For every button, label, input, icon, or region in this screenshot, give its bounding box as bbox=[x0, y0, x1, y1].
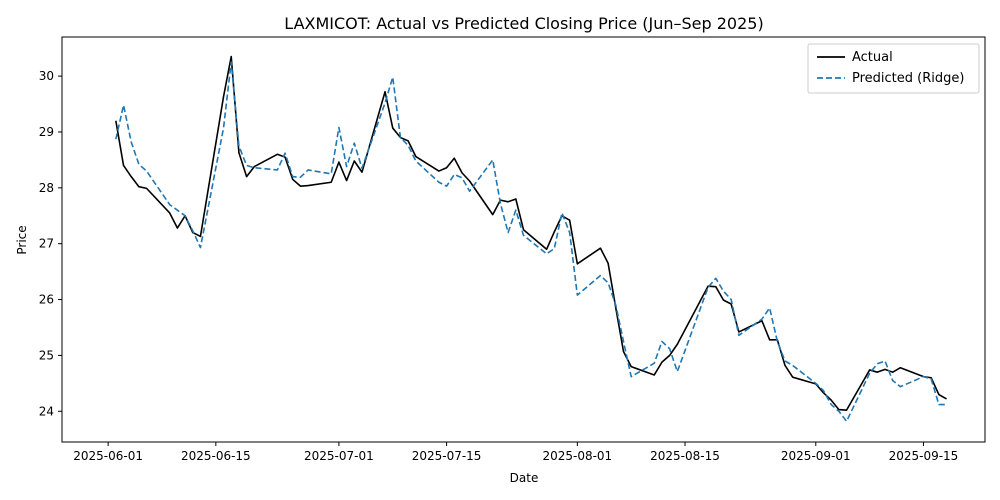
x-tick-label: 2025-06-15 bbox=[181, 449, 251, 463]
x-tick-label: 2025-09-15 bbox=[889, 449, 959, 463]
series-layer bbox=[115, 55, 947, 423]
x-tick-label: 2025-08-15 bbox=[650, 449, 720, 463]
y-tick-label: 26 bbox=[39, 293, 54, 307]
series-line-actual bbox=[115, 55, 947, 411]
chart-title: LAXMICOT: Actual vs Predicted Closing Pr… bbox=[284, 14, 763, 33]
x-axis: 2025-06-01 2025-06-15 2025-07-01 2025-07-15… bbox=[73, 442, 958, 463]
legend-label-actual: Actual bbox=[852, 50, 893, 65]
y-tick-label: 30 bbox=[39, 69, 54, 83]
y-tick-label: 24 bbox=[39, 404, 54, 418]
x-tick-label: 2025-08-01 bbox=[542, 449, 612, 463]
x-axis-label: Date bbox=[510, 471, 539, 485]
legend-box bbox=[807, 43, 980, 94]
y-tick-label: 25 bbox=[39, 348, 54, 362]
legend-label-predicted: Predicted (Ridge) bbox=[852, 71, 964, 86]
x-tick-label: 2025-06-01 bbox=[73, 449, 143, 463]
x-tick-label: 2025-07-01 bbox=[304, 449, 374, 463]
y-axis-label: Price bbox=[15, 225, 29, 254]
legend: Actual Predicted (Ridge) bbox=[807, 43, 980, 94]
x-tick-label: 2025-09-01 bbox=[781, 449, 851, 463]
x-tick-label: 2025-07-15 bbox=[412, 449, 482, 463]
y-tick-label: 27 bbox=[39, 237, 54, 251]
y-tick-label: 29 bbox=[39, 125, 54, 139]
plot-area bbox=[61, 36, 986, 443]
series-line-predicted bbox=[115, 61, 947, 423]
y-axis: 24 25 26 27 28 29 30 bbox=[39, 69, 62, 418]
y-tick-label: 28 bbox=[39, 181, 54, 195]
